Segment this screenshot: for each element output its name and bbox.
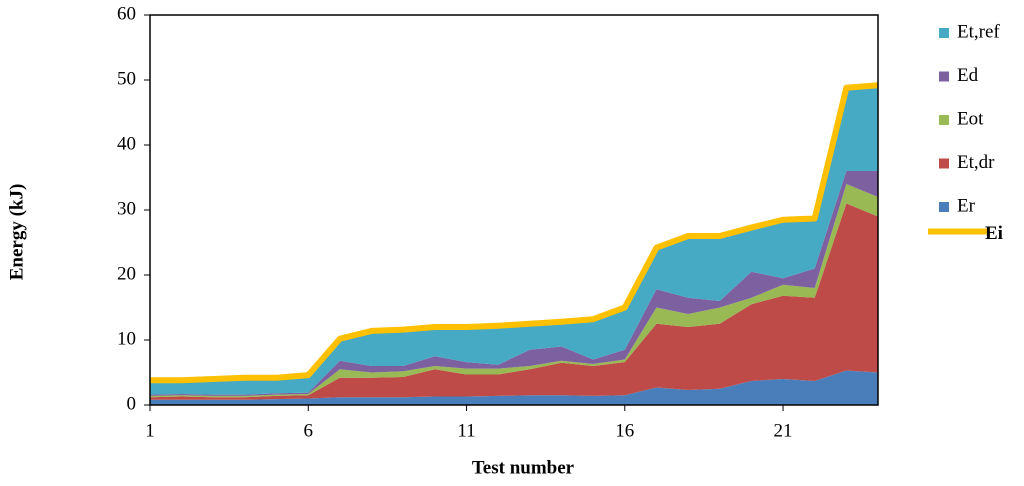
legend-label: Er (957, 195, 976, 216)
x-tick-label: 21 (774, 420, 793, 441)
y-tick-label: 50 (117, 68, 136, 89)
x-tick-label: 1 (145, 420, 155, 441)
y-tick-label: 20 (117, 263, 136, 284)
legend-label: Eot (957, 108, 984, 129)
y-tick-label: 40 (117, 133, 136, 154)
legend-swatch (939, 115, 949, 125)
legend-swatch (939, 71, 949, 82)
x-tick-label: 6 (304, 420, 314, 441)
y-tick-label: 10 (117, 328, 136, 349)
y-tick-label: 60 (117, 3, 136, 24)
x-tick-label: 11 (457, 420, 475, 441)
legend-label: Et,ref (957, 21, 1000, 42)
y-axis-label: Energy (kJ) (6, 184, 27, 281)
legend-label: Ei (985, 223, 1003, 244)
legend-swatch (939, 202, 949, 212)
line (150, 82, 879, 384)
x-tick-label: 16 (615, 420, 634, 441)
y-tick-label: 30 (117, 198, 136, 219)
legend-label: Ed (957, 65, 979, 86)
area (150, 86, 878, 395)
x-axis-label: Test number (472, 457, 575, 478)
legend-label: Et,dr (957, 152, 995, 173)
legend-swatch (939, 158, 949, 169)
y-tick-label: 0 (127, 393, 137, 414)
area (150, 370, 878, 405)
area (150, 203, 878, 400)
legend-swatch (939, 28, 949, 38)
